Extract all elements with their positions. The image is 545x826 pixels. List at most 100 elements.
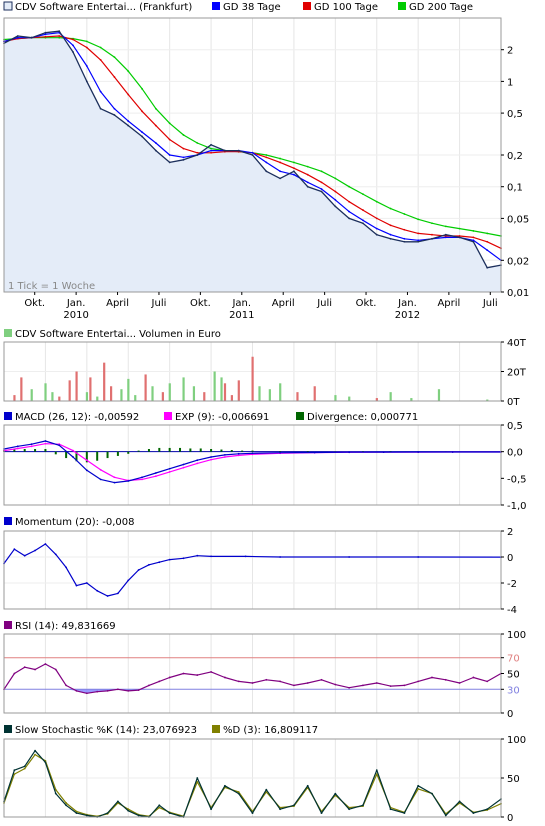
volume-bar-5: [58, 396, 61, 401]
momentum-ytick-label-2: -2: [507, 579, 517, 590]
gd200-line-point-10: [141, 87, 143, 90]
volume-legend-swatch: [4, 329, 12, 337]
stoch-k-point-5: [54, 792, 57, 795]
price-ytick-label-0: 2: [507, 46, 513, 57]
stoch-k-point-2: [23, 765, 26, 768]
rsi-point-34: [417, 680, 420, 683]
rsi-point-30: [362, 684, 364, 687]
rsi-legend-swatch: [4, 621, 12, 629]
gd200-line-point-6: [85, 40, 88, 43]
volume-bar-0: [13, 395, 16, 401]
rsi-point-18: [196, 674, 199, 676]
stoch-d-point-1: [13, 773, 16, 775]
gd100-line-point-15: [210, 151, 212, 154]
stoch-d-point-3: [34, 753, 36, 756]
gd100-line-point-34: [472, 236, 475, 239]
gd200-legend-swatch: [398, 2, 406, 10]
volume-bar-11: [103, 362, 106, 401]
gd200-line-point-22: [306, 165, 309, 168]
stoch-k-point-12: [127, 809, 130, 812]
divergence-bar-27: [334, 451, 337, 452]
price-line-point-9: [127, 124, 130, 127]
price-line-point-26: [362, 222, 364, 225]
tick-note: 1 Tick = 1 Woche: [8, 281, 95, 292]
price-ytick-label-5: 0,05: [507, 214, 529, 225]
price-line-point-13: [182, 158, 185, 161]
gd38-line-point-30: [417, 239, 420, 242]
macd-point-12: [168, 467, 171, 470]
volume-bar-22: [203, 392, 206, 401]
rsi-point-35: [431, 676, 433, 679]
rsi-point-7: [75, 689, 78, 692]
rsi-point-36: [444, 678, 447, 681]
divergence-bar-1: [13, 449, 16, 452]
gd100-line-point-12: [168, 138, 171, 141]
volume-bar-7: [75, 371, 78, 401]
price-line-point-25: [348, 217, 351, 220]
divergence-legend-label: Divergence: 0,000771: [307, 412, 418, 423]
macd-point-15: [210, 456, 212, 458]
gd100-line-point-28: [389, 224, 392, 227]
divergence-bar-20: [210, 449, 213, 452]
price-legend-swatch: [3, 1, 13, 11]
stoch-k-point-13: [137, 814, 140, 817]
volume-bar-28: [251, 356, 254, 401]
volume-bar-31: [279, 383, 282, 401]
macd-point-9: [127, 480, 130, 482]
price-ytick-label-4: 0,1: [507, 183, 523, 194]
stochastic-legend: Slow Stochastic %K (14): 23,076923 %D (3…: [4, 725, 318, 736]
stoch-k-point-33: [403, 812, 406, 814]
stoch-k-point-22: [251, 812, 254, 814]
price-line-point-29: [403, 240, 406, 243]
macd-point-4: [58, 444, 61, 447]
price-xyear-label-1: 2011: [229, 310, 254, 321]
divergence-bar-26: [306, 451, 309, 452]
price-line-point-32: [444, 233, 447, 236]
stoch-k-point-6: [65, 804, 68, 807]
volume-bar-2: [30, 389, 33, 401]
rsi-point-29: [348, 686, 351, 689]
macd-point-20: [313, 451, 316, 454]
price-line-point-23: [320, 190, 323, 193]
rsi-ytick-label-2: 50: [507, 670, 520, 681]
stochastic-panel: 100 50 0: [3, 735, 526, 824]
macd-line: [3, 440, 501, 484]
gd200-line-point-19: [265, 154, 268, 156]
price-line-point-10: [141, 135, 143, 138]
gd200-line-point-7: [99, 46, 102, 49]
price-line-point-35: [486, 266, 489, 269]
stoch-k-point-30: [362, 804, 364, 807]
gd100-line-point-22: [306, 173, 309, 176]
gd38-line-point-15: [210, 149, 212, 152]
volume-bar-30: [268, 389, 271, 401]
macd-point-11: [154, 472, 157, 474]
gd200-line-point-14: [196, 142, 199, 144]
gd38-line-point-13: [182, 156, 185, 159]
gd200-line-point-26: [362, 193, 364, 196]
rsi-point-14: [148, 684, 150, 687]
price-xyear-label-2: 2012: [395, 310, 420, 321]
gd100-line-point-10: [141, 110, 143, 113]
price-line-point-30: [417, 240, 420, 243]
price-ytick-label-1: 1: [507, 77, 513, 88]
gd100-line-point-13: [182, 147, 185, 150]
volume-bar-35: [348, 396, 351, 401]
divergence-bar-2: [23, 449, 26, 452]
price-line-point-31: [431, 237, 433, 240]
price-line-point-20: [279, 177, 282, 180]
gd100-line-point-20: [279, 161, 282, 164]
gd200-line-point-30: [417, 218, 420, 221]
gd38-line-point-28: [389, 233, 392, 236]
gd100-line-point-9: [127, 93, 130, 96]
price-xtick-label-1: Jan.: [66, 298, 86, 309]
gd38-line-point-7: [99, 90, 102, 93]
stoch-d-point-2: [23, 767, 26, 770]
momentum-point-12: [127, 579, 130, 582]
stoch-k-point-26: [306, 784, 309, 787]
volume-bar-23: [213, 371, 216, 401]
gd100-line-point-11: [154, 124, 157, 127]
stoch-k-legend-swatch: [4, 725, 12, 733]
momentum-point-17: [182, 557, 185, 560]
gd38-line-point-29: [403, 237, 406, 240]
